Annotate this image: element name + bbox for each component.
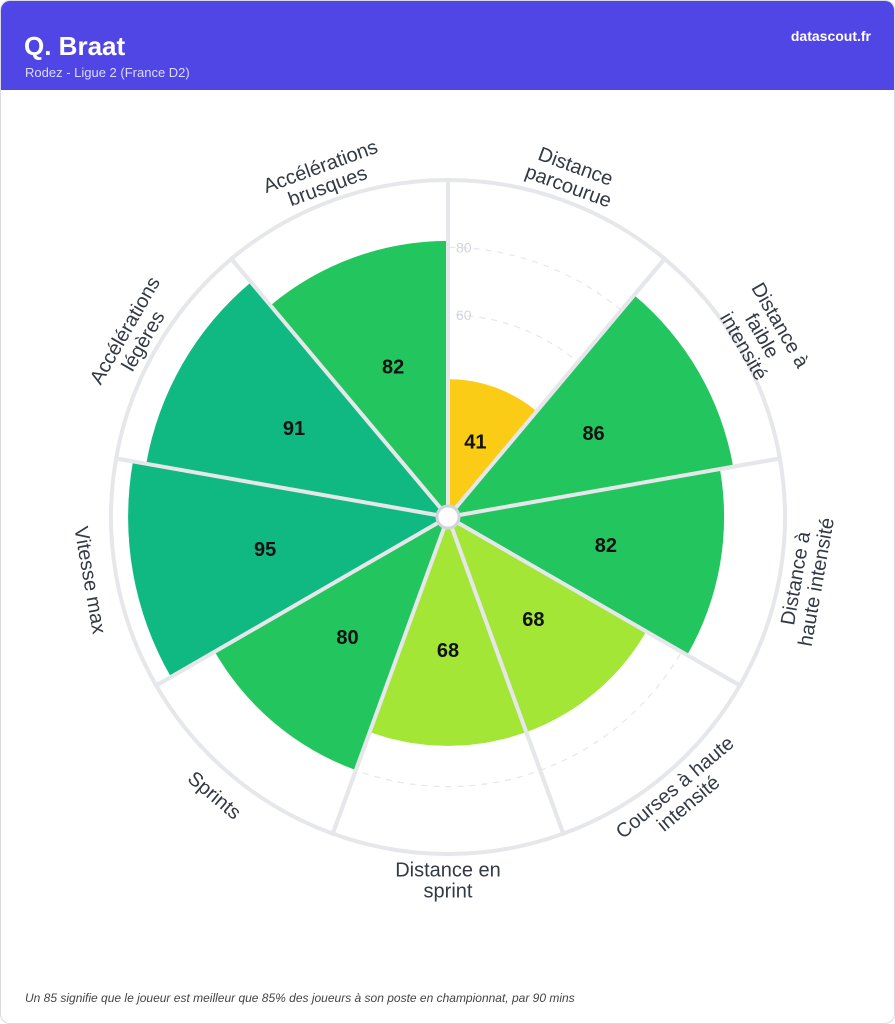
team-league: Rodez - Ligue 2 (France D2) [25, 65, 190, 80]
category-label-7: Vitesse max [69, 525, 110, 636]
value-label-9: 82 [382, 356, 404, 378]
separator-line [228, 256, 445, 513]
footnote: Un 85 signifie que le joueur est meilleu… [25, 991, 575, 1005]
value-label-6: 80 [336, 627, 358, 649]
value-label-3: 82 [595, 535, 617, 557]
header-bar: Q. Braat Rodez - Ligue 2 (France D2) dat… [1, 1, 894, 90]
value-label-7: 95 [254, 539, 276, 561]
separator-line [455, 456, 783, 518]
value-label-2: 86 [582, 423, 604, 445]
category-label-text: Vitesse max [69, 525, 110, 636]
category-label-line: Vitesse max [69, 525, 110, 636]
value-label-4: 68 [522, 609, 544, 631]
radial-tick-label: 80 [456, 239, 472, 255]
separator-line [453, 519, 743, 689]
separator-line [448, 523, 566, 837]
category-label-line: sprint [424, 881, 473, 903]
player-name: Q. Braat [24, 31, 126, 61]
radial-tick-label: 60 [456, 307, 472, 323]
value-label-5: 68 [437, 640, 459, 662]
separator-line [153, 519, 443, 689]
category-label-line: Distance en [395, 860, 501, 882]
separator-line [330, 523, 448, 837]
separator-line [451, 256, 668, 513]
category-label-text: Distance en sprint [395, 860, 501, 903]
separator-line [113, 456, 441, 518]
value-label-1: 41 [464, 432, 486, 454]
brand-link[interactable]: datascout.fr [790, 28, 871, 44]
category-label-5: Distance en sprint [395, 860, 501, 903]
value-label-8: 91 [283, 418, 305, 440]
center-hub [435, 504, 461, 530]
